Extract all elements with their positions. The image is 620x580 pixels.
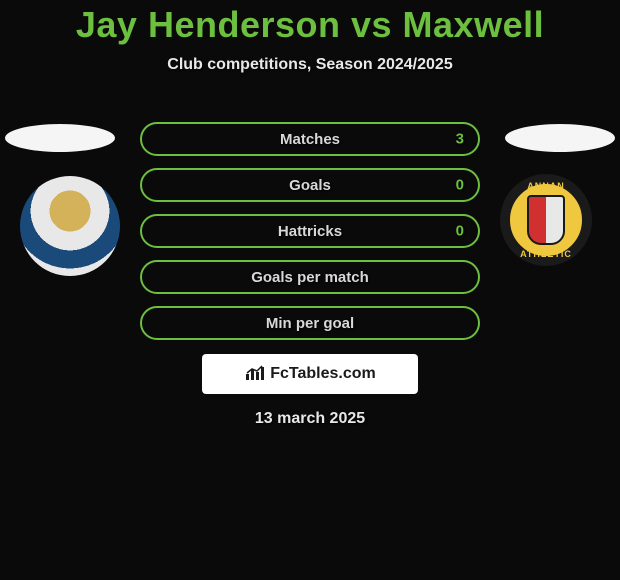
stat-label: Min per goal xyxy=(266,315,354,332)
watermark-text: FcTables.com xyxy=(270,365,376,383)
stat-row-hattricks: Hattricks 0 xyxy=(140,214,480,248)
stat-right-value: 0 xyxy=(456,223,464,240)
stat-label: Matches xyxy=(280,131,340,148)
badge-text-bottom: ATHLETIC xyxy=(520,249,572,259)
club-badge-right: ANNAN ATHLETIC xyxy=(500,174,592,266)
date-label: 13 march 2025 xyxy=(0,410,620,428)
chart-icon xyxy=(244,364,266,385)
watermark[interactable]: FcTables.com xyxy=(202,354,418,394)
stat-row-matches: Matches 3 xyxy=(140,122,480,156)
stat-label: Goals xyxy=(289,177,331,194)
stat-label: Hattricks xyxy=(278,223,342,240)
comparison-card: Jay Henderson vs Maxwell Club competitio… xyxy=(0,0,620,580)
stat-label: Goals per match xyxy=(251,269,369,286)
stat-row-min-per-goal: Min per goal xyxy=(140,306,480,340)
stat-right-value: 3 xyxy=(456,131,464,148)
subtitle: Club competitions, Season 2024/2025 xyxy=(0,56,620,74)
player-left-avatar-placeholder xyxy=(5,124,115,152)
player-right-avatar-placeholder xyxy=(505,124,615,152)
badge-shield-icon xyxy=(527,195,565,245)
stat-right-value: 0 xyxy=(456,177,464,194)
badge-text-top: ANNAN xyxy=(527,181,565,191)
club-badge-left xyxy=(20,176,120,276)
stat-row-goals-per-match: Goals per match xyxy=(140,260,480,294)
stat-row-goals: Goals 0 xyxy=(140,168,480,202)
stats-list: Matches 3 Goals 0 Hattricks 0 Goals per … xyxy=(140,122,480,352)
page-title: Jay Henderson vs Maxwell xyxy=(0,0,620,46)
